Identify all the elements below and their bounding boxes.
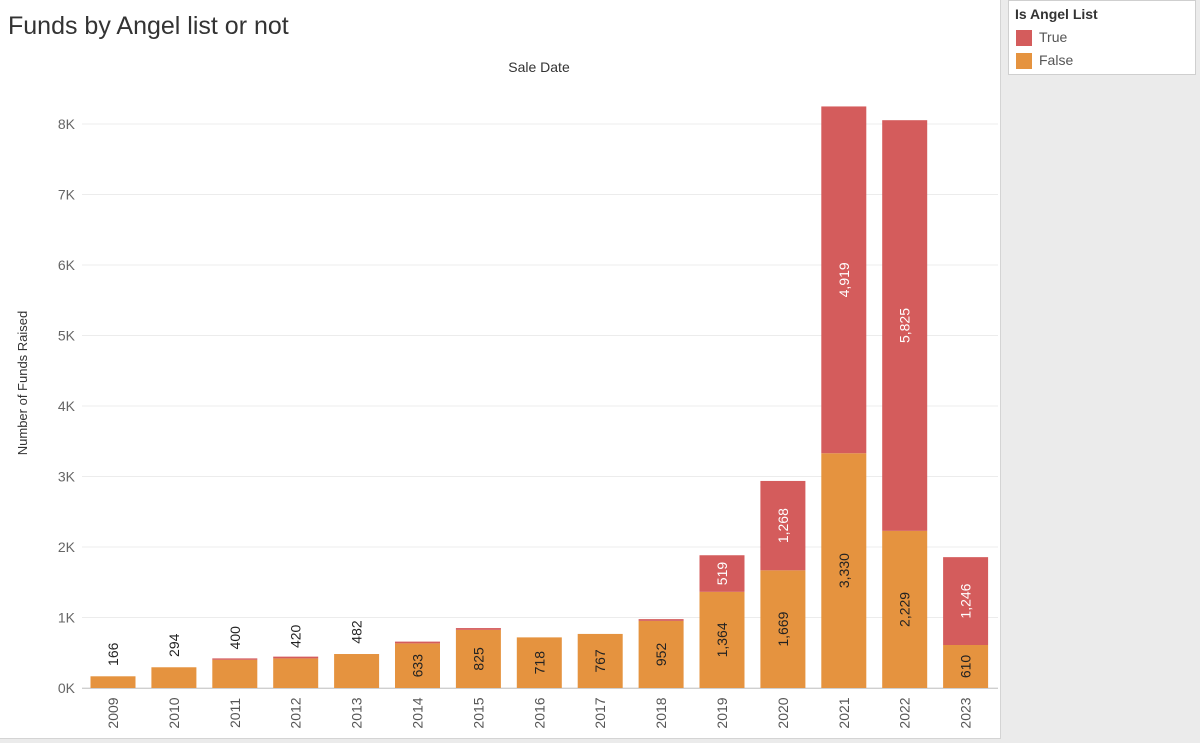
x-axis-label: Sale Date: [508, 59, 570, 75]
x-tick-label: 2012: [288, 697, 304, 728]
bar-true: [943, 557, 989, 645]
bar-false: [638, 620, 684, 688]
legend-swatch-true: [1016, 30, 1032, 46]
legend-title: Is Angel List: [1015, 6, 1098, 22]
bar-false: [151, 667, 197, 688]
x-tick-label: 2018: [653, 697, 669, 728]
bar-false: [760, 570, 806, 688]
legend-label-false: False: [1039, 52, 1074, 68]
data-label-false: 718: [531, 651, 547, 675]
y-tick-label: 3K: [58, 469, 76, 485]
data-label-true: 1,268: [775, 508, 791, 543]
bar-false: [212, 659, 258, 688]
x-tick-label: 2013: [349, 697, 365, 728]
data-label-false: 952: [653, 643, 669, 667]
y-tick-label: 6K: [58, 257, 76, 273]
bar-true: [638, 619, 684, 621]
bar-true: [821, 106, 867, 454]
data-label-false: 420: [288, 624, 304, 648]
y-tick-label: 1K: [58, 610, 76, 626]
data-label-false: 825: [470, 647, 486, 671]
x-tick-label: 2021: [836, 697, 852, 728]
data-label-false: 166: [105, 642, 121, 666]
y-tick-label: 7K: [58, 187, 76, 203]
bar-true: [395, 641, 440, 644]
data-label-false: 633: [410, 654, 426, 678]
legend-label-true: True: [1039, 29, 1068, 45]
data-label-true: 4,919: [836, 262, 852, 297]
bar-false: [334, 654, 380, 688]
bar-true: [273, 656, 319, 659]
bar-false: [577, 633, 623, 688]
x-tick-label: 2015: [470, 697, 486, 728]
bar-false: [699, 591, 745, 688]
x-tick-label: 2020: [775, 697, 791, 728]
chart-title: Funds by Angel list or not: [8, 12, 289, 40]
bar-false: [882, 530, 928, 688]
x-tick-label: 2016: [531, 697, 547, 728]
data-label-false: 3,330: [836, 553, 852, 588]
data-label-true: 1,246: [958, 583, 974, 618]
legend-swatch-false: [1016, 53, 1032, 69]
x-tick-label: 2019: [714, 697, 730, 728]
chart-plot: 0K 1K 2K 3K 4K 5K 6K 7K 8K Number of Funds Raised…: [15, 59, 998, 729]
bar-true: [455, 628, 501, 630]
bar-false: [395, 643, 440, 688]
data-label-false: 1,364: [714, 622, 730, 657]
data-label-true: 5,825: [897, 308, 913, 343]
data-label-false: 482: [349, 620, 365, 644]
x-tick-label: 2009: [105, 697, 121, 728]
data-label-false: 1,669: [775, 611, 791, 646]
legend: Is Angel List True False: [1008, 0, 1196, 75]
y-tick-label: 4K: [58, 398, 76, 414]
x-tick-label: 2017: [592, 697, 608, 728]
data-label-false: 610: [958, 655, 974, 679]
bar-false: [821, 453, 867, 688]
x-tick-label: 2010: [166, 697, 182, 728]
bar-true: [760, 480, 806, 571]
bar-true: [699, 555, 745, 592]
y-tick-label: 2K: [58, 539, 76, 555]
x-tick-label: 2011: [227, 698, 243, 728]
x-tick-label: 2014: [410, 697, 426, 728]
x-tick-label: 2022: [897, 697, 913, 728]
bar-true: [882, 120, 928, 531]
bar-true: [212, 658, 258, 660]
data-label-false: 400: [227, 626, 243, 650]
data-label-false: 2,229: [897, 592, 913, 627]
data-label-true: 519: [714, 562, 730, 586]
bar-false: [273, 658, 319, 688]
y-axis-label: Number of Funds Raised: [15, 311, 30, 456]
bar-false: [90, 676, 136, 688]
data-label-false: 767: [592, 649, 608, 673]
x-tick-label: 2023: [958, 697, 974, 728]
bar-false: [455, 629, 501, 688]
y-tick-label: 5K: [58, 328, 76, 344]
data-label-false: 294: [166, 633, 182, 657]
bar-false: [516, 637, 562, 688]
y-tick-label: 0K: [58, 680, 76, 696]
bar-false: [943, 644, 989, 688]
y-tick-label: 8K: [58, 116, 76, 132]
